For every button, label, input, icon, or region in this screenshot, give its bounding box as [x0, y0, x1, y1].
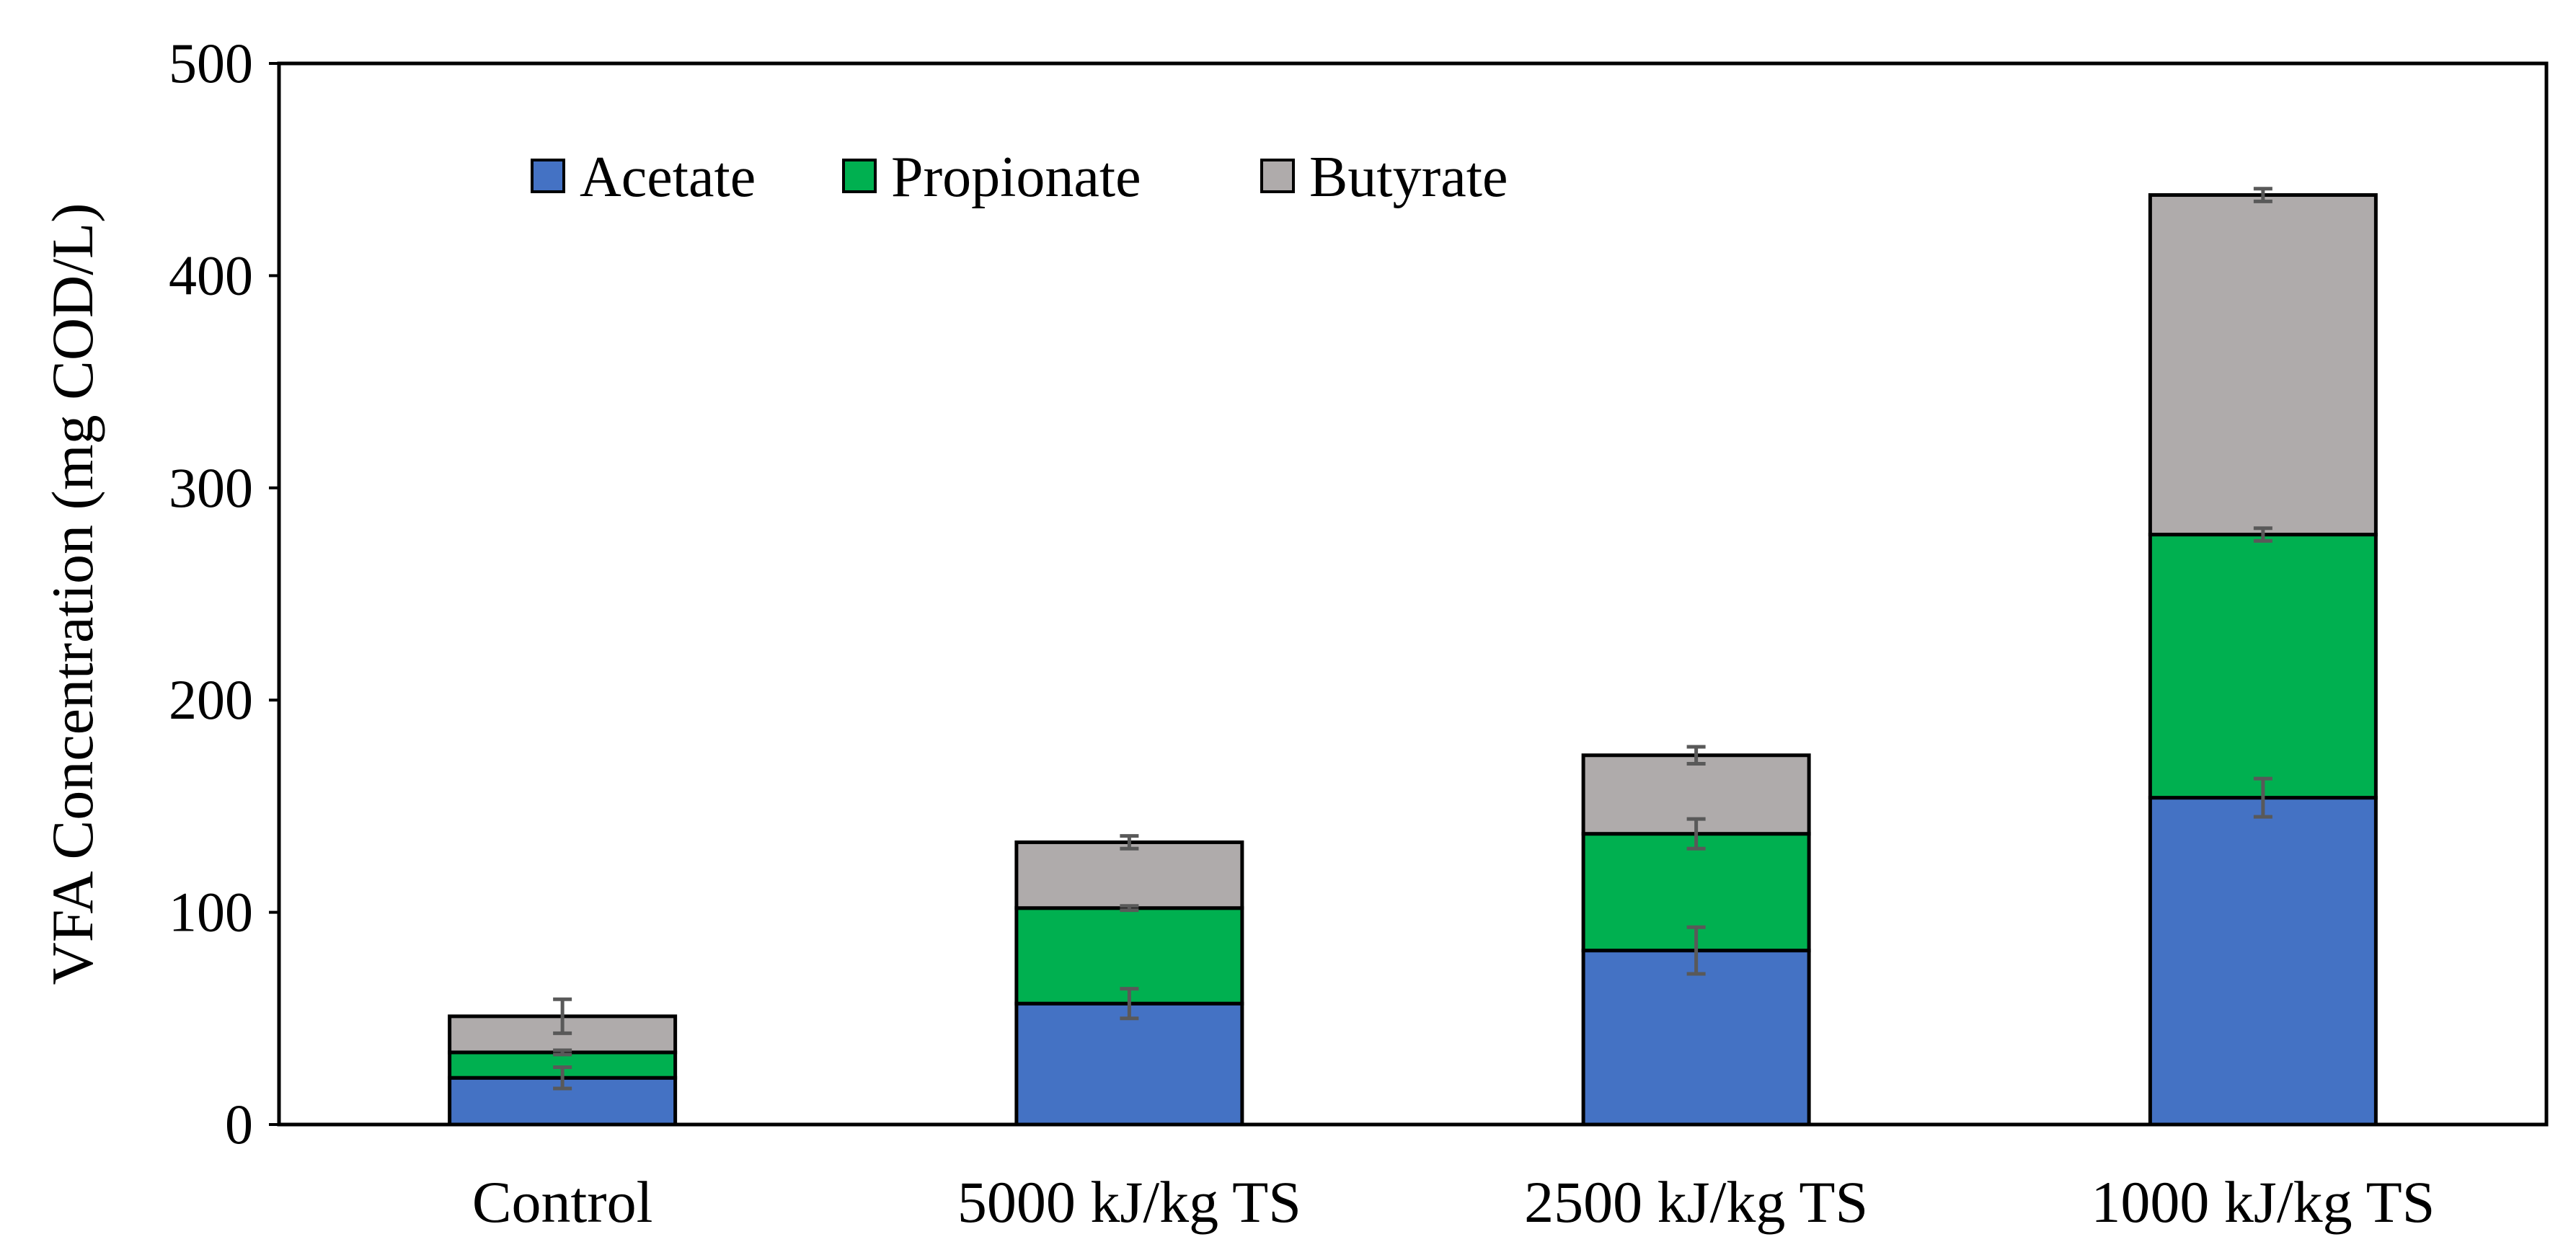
plot-frame — [277, 61, 2549, 1127]
error-bars-layer — [553, 187, 2272, 1091]
bars-layer — [448, 193, 2378, 1127]
x-category-label-control: Control — [472, 1169, 653, 1235]
error-bar-propionate-5000-kj-kg-ts — [1120, 904, 1139, 913]
y-tick-label: 500 — [169, 32, 253, 94]
legend-label-propionate: Propionate — [891, 146, 1141, 209]
legend-swatch-butyrate — [1260, 159, 1295, 193]
error-bar-butyrate-1000-kj-kg-ts — [2253, 187, 2272, 203]
x-category-label-5000-kj-kg-ts: 5000 kJ/kg TS — [957, 1169, 1301, 1235]
error-bar-acetate-2500-kj-kg-ts — [1686, 925, 1706, 976]
x-category-label-2500-kj-kg-ts: 2500 kJ/kg TS — [1524, 1169, 1868, 1235]
legend-label-butyrate: Butyrate — [1309, 146, 1508, 209]
error-bar-propionate-control — [553, 1048, 572, 1057]
y-tick-label: 0 — [225, 1093, 253, 1156]
legend-item-propionate: Propionate — [842, 146, 1141, 209]
y-tick-label: 100 — [169, 881, 253, 944]
bar-acetate-2500-kj-kg-ts — [1581, 949, 1811, 1127]
y-tick-label: 300 — [169, 456, 253, 519]
bar-butyrate-1000-kj-kg-ts — [2148, 193, 2378, 537]
error-bar-acetate-1000-kj-kg-ts — [2253, 776, 2272, 819]
error-bar-propionate-2500-kj-kg-ts — [1686, 817, 1706, 851]
legend: Acetate Propionate Butyrate — [531, 146, 1508, 209]
legend-item-acetate: Acetate — [531, 146, 756, 209]
legend-item-butyrate: Butyrate — [1260, 146, 1508, 209]
error-bar-butyrate-control — [553, 997, 572, 1035]
legend-label-acetate: Acetate — [580, 146, 756, 209]
y-tick-label: 400 — [169, 244, 253, 306]
y-axis-title: VFA Concentration (mg COD/L) — [40, 203, 105, 985]
error-bar-butyrate-2500-kj-kg-ts — [1686, 745, 1706, 766]
x-axis-category-labels: Control 5000 kJ/kg TS 2500 kJ/kg TS 1000 kJ… — [472, 1169, 2435, 1235]
bar-acetate-1000-kj-kg-ts — [2148, 796, 2378, 1127]
legend-swatch-acetate — [531, 159, 565, 193]
error-bar-acetate-control — [553, 1065, 572, 1091]
x-category-label-1000-kj-kg-ts: 1000 kJ/kg TS — [2091, 1169, 2435, 1235]
bar-propionate-1000-kj-kg-ts — [2148, 533, 2378, 800]
error-bar-acetate-5000-kj-kg-ts — [1120, 987, 1139, 1021]
error-bar-butyrate-5000-kj-kg-ts — [1120, 834, 1139, 851]
bar-acetate-5000-kj-kg-ts — [1014, 1001, 1244, 1127]
y-tick-label: 200 — [169, 668, 253, 731]
error-bar-propionate-1000-kj-kg-ts — [2253, 526, 2272, 543]
y-axis-ticks: 0 100 200 300 400 500 — [169, 32, 279, 1156]
legend-swatch-propionate — [842, 159, 877, 193]
bar-butyrate-5000-kj-kg-ts — [1014, 840, 1244, 910]
